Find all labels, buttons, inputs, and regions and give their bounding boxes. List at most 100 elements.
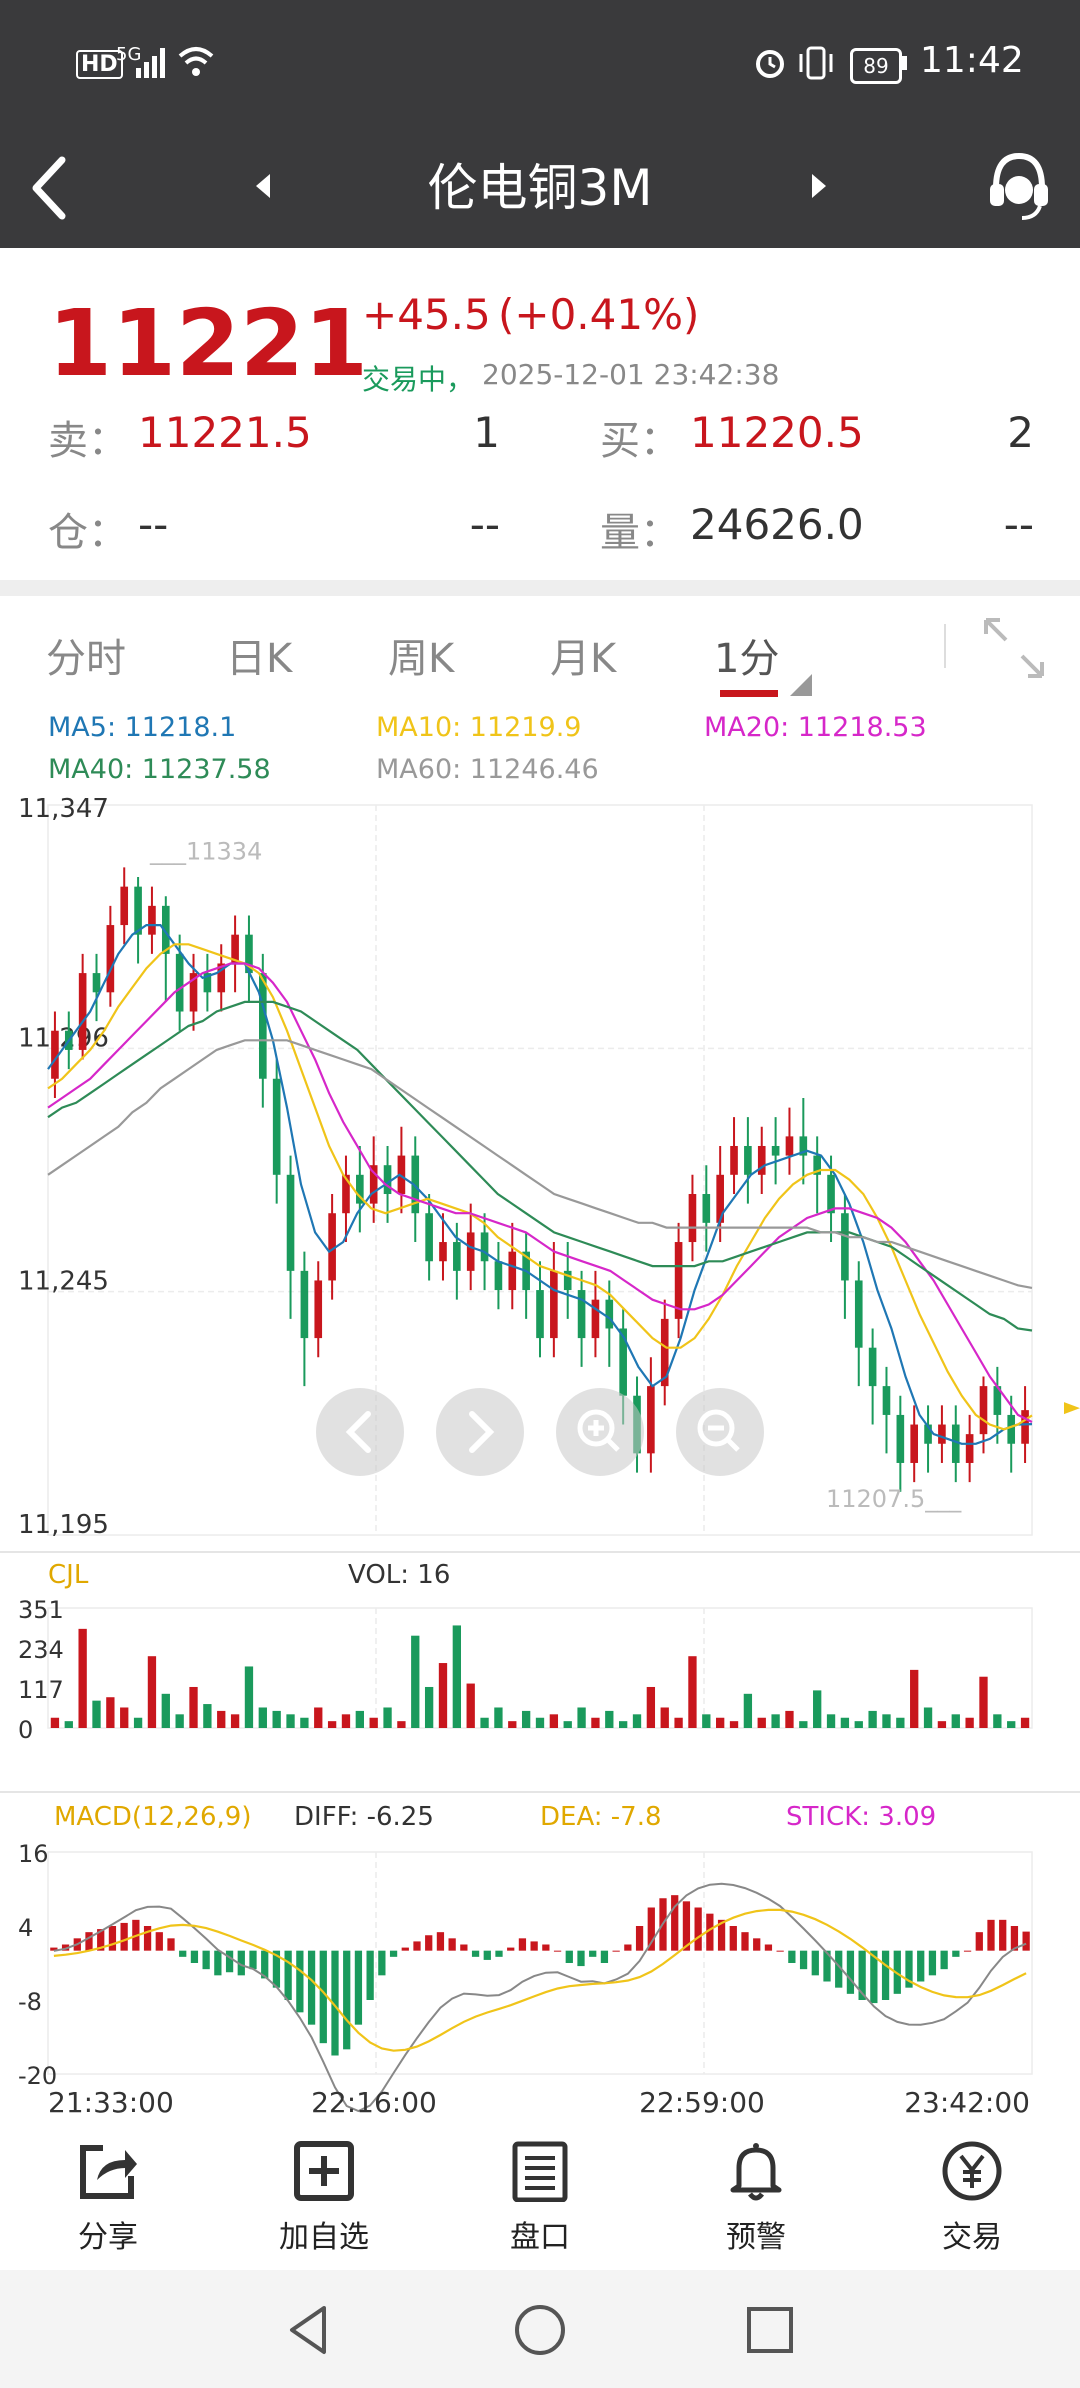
share-button[interactable]: 分享 [38,2140,178,2256]
buy-label: 买： [600,418,680,464]
macd-bar [835,1950,843,1988]
macd-bar [647,1907,655,1951]
tab-1min[interactable]: 1分 [714,636,780,682]
period-dropdown-icon[interactable] [790,674,812,696]
candle-body [203,973,212,993]
alert-button[interactable]: 预警 [686,2140,826,2256]
add-watchlist-label: 加自选 [279,2220,369,2255]
volume-bar [521,1710,531,1728]
x-tick-label: 22:59:00 [639,2086,765,2119]
volume-bar [133,1717,143,1728]
macd-diff: DIFF: -6.25 [294,1802,434,1832]
volume-bar [508,1721,517,1728]
volume-bar [605,1710,614,1728]
candle-body [896,1414,905,1463]
macd-bar [682,1901,691,1951]
orderbook-button[interactable]: 盘口 [470,2140,610,2256]
section-divider [0,580,1080,596]
next-contract-icon[interactable] [804,156,834,216]
volume-bar [785,1710,794,1728]
ma20-line [47,962,1033,1423]
macd-y-tick: -8 [18,1988,42,2016]
macd-bar [600,1950,609,1963]
diff-line [53,1882,1027,2113]
macd-bar [249,1950,257,1970]
tab-daily-k[interactable]: 日K [226,636,293,682]
volume-bar [951,1714,960,1728]
volume-bar [896,1717,905,1728]
candle-body [480,1232,489,1262]
macd-bar [729,1926,737,1951]
buy-qty: 2 [1007,408,1034,457]
volume-bar [383,1707,392,1728]
macd-bar [952,1950,960,1957]
tab-intraday[interactable]: 分时 [46,636,126,682]
candle-body [730,1145,738,1175]
scroll-right-button[interactable] [436,1388,524,1476]
macd-bar [296,1950,304,2013]
macd-bar [928,1950,937,1976]
dea-line [53,1908,1027,2052]
macd-bar [788,1950,796,1963]
volume-bar [840,1717,850,1728]
nav-back-icon[interactable] [280,2300,340,2360]
nav-recents-icon[interactable] [740,2300,800,2360]
trade-button[interactable]: 交易 [902,2140,1042,2256]
candle-body [674,1242,683,1319]
candle-body [356,1174,364,1204]
macd-bar [870,1950,878,2004]
candle-body [979,1386,988,1435]
macd-bar [331,1950,339,2056]
kline-chart[interactable]: 11,34711,29611,24511,195___1133411207.5_… [0,780,1080,2120]
macd-bar [272,1950,281,1988]
volume-y-tick: 0 [18,1716,33,1744]
prev-contract-icon[interactable] [248,156,278,216]
ma60-line [47,1039,1033,1289]
trade-label: 交易 [942,2220,1002,2255]
ma5-line [47,924,1033,1445]
volume-change: -- [1003,500,1034,549]
candle-body [397,1155,406,1195]
sell-qty: 1 [473,408,500,457]
tab-weekly-k[interactable]: 周K [388,636,455,682]
candle-body [106,925,115,993]
fullscreen-icon[interactable] [982,616,1046,680]
volume-bar [258,1707,267,1728]
back-icon[interactable] [26,146,74,230]
add-watchlist-button[interactable]: 加自选 [254,2140,394,2256]
volume-bar [910,1669,919,1728]
macd-panel-frame [47,1851,1033,2075]
macd-bar [612,1950,620,1952]
ma10-line [47,943,1033,1431]
x-tick-label: 22:16:00 [311,2086,437,2119]
macd-bar [155,1932,163,1951]
macd-bar [284,1950,292,2000]
candle-panel-frame [47,804,1033,1536]
candle-body [148,905,156,935]
candle-body [702,1194,711,1223]
macd-y-tick: 16 [18,1840,49,1868]
macd-bar [799,1950,808,1970]
vol-title: CJL [48,1560,89,1590]
volume-bar [965,1717,974,1728]
macd-bar [425,1935,433,1951]
macd-bar [471,1950,480,1957]
scroll-left-button[interactable] [316,1388,404,1476]
zoom-out-button[interactable] [676,1388,764,1476]
hd-icon: HD [76,50,123,79]
macd-bar [378,1950,386,1976]
macd-bar [319,1950,327,2044]
volume-bar [411,1635,420,1728]
macd-bar [987,1919,995,1951]
tab-monthly-k[interactable]: 月K [550,636,617,682]
volume-bar [147,1656,157,1728]
zoom-in-button[interactable] [556,1388,644,1476]
candle-body [813,1155,821,1175]
volume-bar [286,1714,295,1728]
macd-bar [120,1922,128,1951]
customer-service-icon[interactable] [986,146,1052,230]
nav-home-icon[interactable] [510,2300,570,2360]
macd-y-tick: 4 [18,1914,33,1942]
volume-bar [120,1707,129,1728]
low-marker: 11207.5___ [826,1485,962,1513]
